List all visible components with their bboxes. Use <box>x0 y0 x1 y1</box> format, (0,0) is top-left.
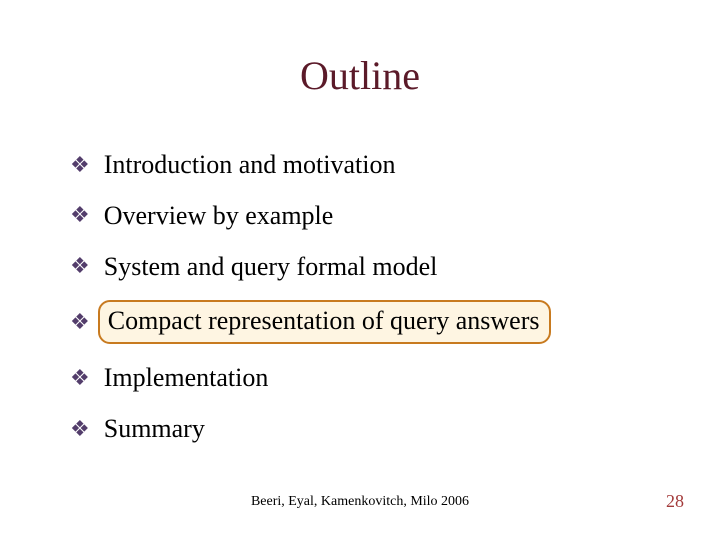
diamond-bullet-icon: ❖ <box>70 252 90 281</box>
list-item: ❖ Overview by example <box>70 199 660 233</box>
diamond-bullet-icon: ❖ <box>70 415 90 444</box>
page-number: 28 <box>666 491 684 512</box>
list-item-text: Implementation <box>104 361 269 395</box>
outline-list: ❖ Introduction and motivation ❖ Overview by… <box>70 148 660 463</box>
diamond-bullet-icon: ❖ <box>70 308 90 337</box>
list-item: ❖ Introduction and motivation <box>70 148 660 182</box>
slide-title: Outline <box>0 52 720 99</box>
list-item-text: Overview by example <box>104 199 334 233</box>
list-item-text: System and query formal model <box>104 250 438 284</box>
list-item: ❖ Compact representation of query answers <box>70 300 660 344</box>
list-item-text: Introduction and motivation <box>104 148 396 182</box>
list-item: ❖ Summary <box>70 412 660 446</box>
list-item-text: Summary <box>104 412 205 446</box>
diamond-bullet-icon: ❖ <box>70 364 90 393</box>
list-item: ❖ System and query formal model <box>70 250 660 284</box>
list-item: ❖ Implementation <box>70 361 660 395</box>
diamond-bullet-icon: ❖ <box>70 151 90 180</box>
diamond-bullet-icon: ❖ <box>70 201 90 230</box>
slide: Outline ❖ Introduction and motivation ❖ Ove… <box>0 0 720 540</box>
footer-citation: Beeri, Eyal, Kamenkovitch, Milo 2006 <box>0 494 720 510</box>
list-item-text: Compact representation of query answers <box>98 300 552 344</box>
